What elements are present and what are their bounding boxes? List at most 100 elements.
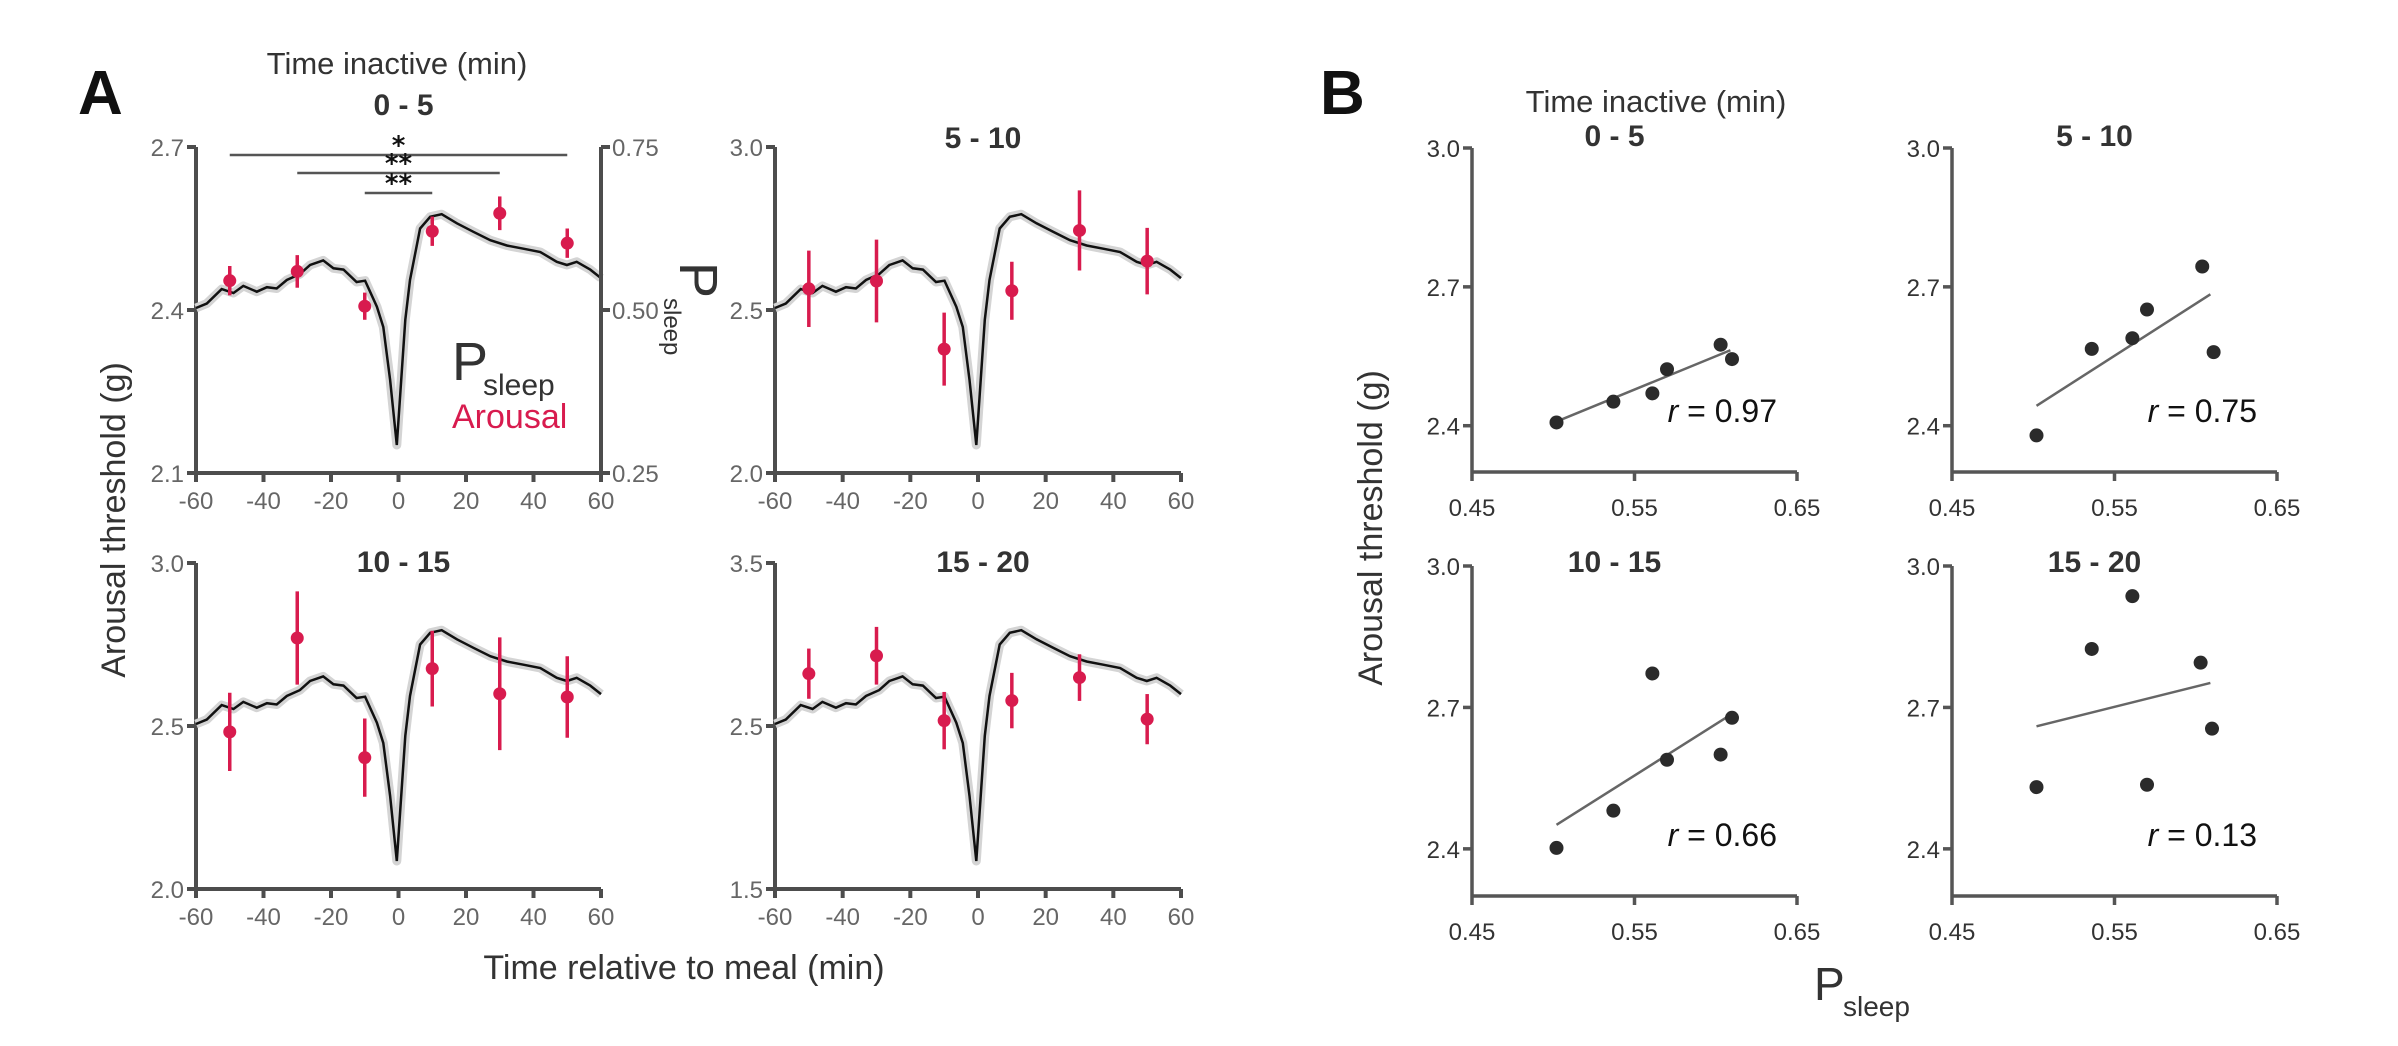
legend: P sleep Arousal	[452, 332, 567, 436]
panel-title: 5 - 10	[2056, 120, 2133, 153]
panel-b-4: 15 - 20 2.4 2.7 3.0 0.45 0.55 0.65 r = 0.13	[1907, 546, 2301, 946]
x-tick-label: 0.55	[2091, 919, 2138, 946]
arousal-point	[1005, 694, 1019, 708]
psleep-line	[774, 628, 1182, 862]
arousal-point	[425, 662, 439, 676]
y-tick-label: 2.7	[1907, 275, 1940, 302]
panel-a-letter: A	[78, 59, 123, 128]
arousal-point	[937, 342, 951, 356]
x-tick-label: 60	[1168, 904, 1195, 931]
y-tick-label: 2.4	[151, 298, 184, 325]
correlation-label: r = 0.75	[2148, 393, 2257, 429]
x-tick-label: -60	[179, 904, 214, 931]
psleep-line	[774, 212, 1182, 446]
x-tick-label: 0.45	[1929, 495, 1976, 522]
arousal-point	[493, 687, 507, 701]
x-tick-label: 0.45	[1449, 919, 1496, 946]
x-tick-label: 60	[588, 904, 615, 931]
x-tick-label: -20	[893, 904, 928, 931]
y-tick-label: 2.7	[1427, 275, 1460, 302]
b-xlabel-sub: sleep	[1843, 991, 1910, 1022]
x-tick-label: 0	[392, 488, 405, 515]
panel-b-2: 5 - 10 2.4 2.7 3.0 0.45 0.55 0.65 r = 0.75	[1907, 120, 2301, 522]
x-tick-label: 0.65	[1774, 919, 1821, 946]
x-tick-label: 20	[1032, 488, 1059, 515]
arousal-point	[1073, 671, 1086, 685]
regression-line	[1556, 349, 1731, 423]
x-tick-label: -60	[758, 488, 793, 515]
panel-title: 10 - 15	[1568, 546, 1661, 579]
x-tick-label: 0.55	[1611, 919, 1658, 946]
legend-psleep-main: P	[452, 332, 488, 392]
correlation-label: r = 0.13	[2148, 817, 2257, 853]
scatter-point	[1713, 337, 1728, 352]
x-tick-label: 20	[453, 488, 480, 515]
panel-a-right-axis-label: P sleep	[658, 262, 728, 355]
scatter-point	[2084, 341, 2099, 356]
arousal-point	[1140, 254, 1154, 268]
right-y-tick-label: 0.75	[612, 135, 659, 162]
y-tick-label: 1.5	[730, 877, 763, 904]
x-tick-label: 60	[588, 488, 615, 515]
right-label-main: P	[668, 262, 728, 298]
scatter-point	[2029, 780, 2044, 795]
y-tick-label: 2.5	[151, 714, 184, 741]
panel-b-xlabel: P sleep	[1814, 958, 1910, 1022]
panel-a-xlabel: Time relative to meal (min)	[483, 949, 884, 987]
x-tick-label: 0.45	[1929, 919, 1976, 946]
arousal-point	[1005, 284, 1019, 298]
x-tick-label: -60	[758, 904, 793, 931]
scatter-point	[1606, 803, 1621, 818]
y-tick-label: 2.4	[1907, 414, 1940, 441]
panel-title: 5 - 10	[945, 122, 1022, 155]
panel-b-3: 10 - 15 2.4 2.7 3.0 0.45 0.55 0.65 r = 0.66	[1427, 546, 1821, 946]
y-tick-label: 2.4	[1427, 837, 1460, 864]
panel-a-3: 10 - 15 2.0 2.5 3.0 -60 -40 -20 0 20 40 60	[151, 546, 615, 931]
r-value: = 0.13	[2158, 817, 2257, 853]
x-tick-label: 0	[392, 904, 405, 931]
y-tick-label: 2.7	[151, 135, 184, 162]
arousal-point	[1073, 223, 1086, 237]
panel-b-1: 0 - 5 2.4 2.7 3.0 0.45 0.55 0.65 r = 0.97	[1427, 120, 1821, 522]
arousal-point	[493, 206, 507, 220]
r-value: = 0.66	[1678, 817, 1777, 853]
arousal-point	[358, 299, 372, 313]
r-symbol: r	[1668, 393, 1680, 429]
scatter-point	[2029, 428, 2044, 443]
x-tick-label: -40	[246, 488, 281, 515]
x-tick-label: 20	[1032, 904, 1059, 931]
psleep-line	[195, 212, 602, 446]
panel-a-2: 5 - 10 2.0 2.5 3.0 -60 -40 -20 0 20 40 60	[730, 122, 1195, 515]
significance-stars: **	[385, 169, 413, 199]
panel-b-ylabel: Arousal threshold (g)	[1352, 370, 1390, 686]
y-tick-label: 2.0	[151, 877, 184, 904]
arousal-point	[425, 224, 439, 238]
x-tick-label: 0	[971, 488, 984, 515]
panel-b-letter: B	[1320, 59, 1365, 128]
r-symbol: r	[2148, 393, 2160, 429]
scatter-point	[1606, 394, 1621, 409]
panel-title: 15 - 20	[2048, 546, 2141, 579]
right-y-tick-label: 0.25	[612, 461, 659, 488]
panel-a-group-title: Time inactive (min)	[267, 46, 528, 81]
arousal-point	[937, 714, 951, 728]
right-y-tick-label: 0.50	[612, 298, 659, 325]
arousal-point	[802, 282, 816, 296]
x-tick-label: 40	[520, 488, 547, 515]
x-tick-label: -20	[893, 488, 928, 515]
y-tick-label: 2.0	[730, 461, 763, 488]
arousal-point	[802, 667, 816, 681]
y-tick-label: 2.5	[730, 714, 763, 741]
arousal-point	[223, 725, 237, 739]
y-tick-label: 3.0	[1907, 136, 1940, 163]
scatter-point	[1660, 362, 1674, 377]
panel-title: 0 - 5	[373, 89, 433, 122]
arousal-point	[870, 649, 883, 663]
arousal-point	[1140, 712, 1154, 726]
x-tick-label: -40	[246, 904, 281, 931]
panel-a-4: 15 - 20 1.5 2.5 3.5 -60 -40 -20 0 20 40 60	[730, 546, 1195, 931]
y-tick-label: 3.5	[730, 551, 763, 578]
y-tick-label: 3.0	[1907, 554, 1940, 581]
x-tick-label: 40	[520, 904, 547, 931]
